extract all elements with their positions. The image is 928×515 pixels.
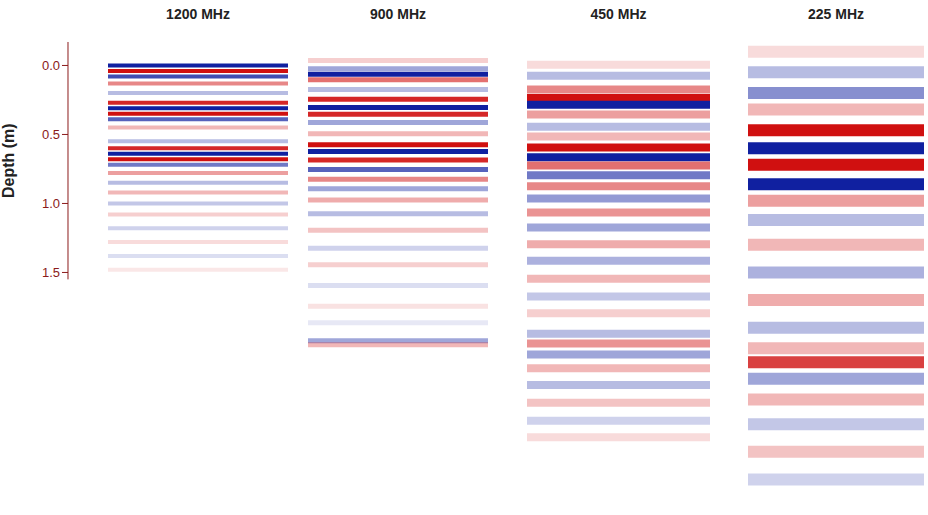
svg-text:0.5: 0.5 [42, 127, 60, 142]
svg-text:1.5: 1.5 [42, 265, 60, 280]
svg-text:Depth (m): Depth (m) [0, 123, 17, 198]
html-text:900 MHz: 900 MHz [370, 6, 426, 22]
html-text:1200 MHz: 1200 MHz [166, 6, 230, 22]
svg-text:0.0: 0.0 [42, 58, 60, 73]
html-text:225 MHz: 225 MHz [808, 6, 864, 22]
html-text:450 MHz: 450 MHz [590, 6, 647, 22]
svg-text:1.0: 1.0 [42, 196, 60, 211]
